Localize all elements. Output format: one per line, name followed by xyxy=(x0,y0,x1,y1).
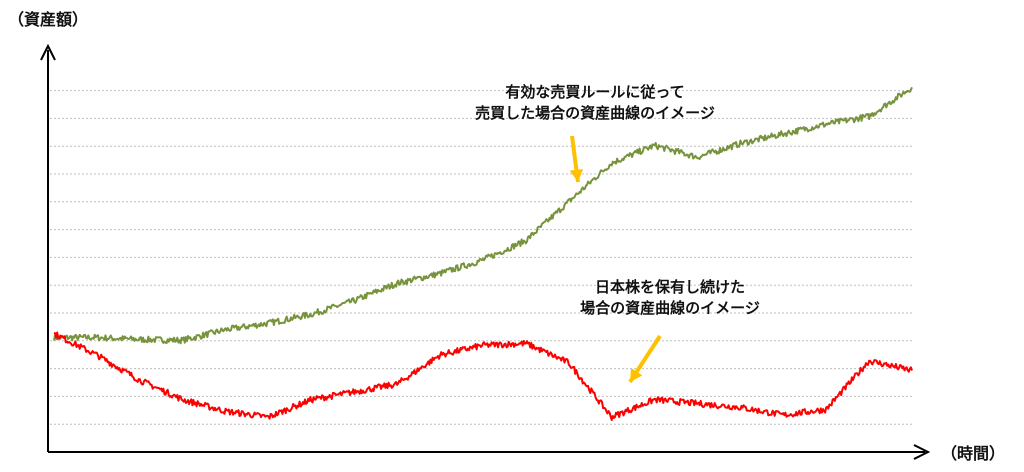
annotation-line: 場合の資産曲線のイメージ xyxy=(580,299,760,317)
x-axis-label: （時間） xyxy=(941,444,1006,463)
annotation-line: 有効な売買ルールに従って xyxy=(505,83,685,101)
series-line-green xyxy=(53,86,913,345)
annotation-rule-based-trading: 有効な売買ルールに従って 売買した場合の資産曲線のイメージ xyxy=(430,82,760,124)
annotation-line: 売買した場合の資産曲線のイメージ xyxy=(475,104,715,122)
annotation-line: 日本株を保有し続けた xyxy=(594,278,745,296)
arrow-to-green-curve-head xyxy=(569,168,584,182)
axes xyxy=(40,43,931,460)
y-axis-label: （資産額） xyxy=(8,10,89,29)
gridlines xyxy=(50,90,912,425)
annotation-arrows xyxy=(569,135,662,384)
series-lines xyxy=(53,86,913,421)
annotation-buy-and-hold: 日本株を保有し続けた 場合の資産曲線のイメージ xyxy=(520,277,820,319)
y-axis-arrowhead xyxy=(40,43,56,61)
arrow-to-red-curve-head xyxy=(630,368,643,382)
series-line-red xyxy=(53,331,913,421)
x-axis-arrowhead xyxy=(913,444,931,460)
